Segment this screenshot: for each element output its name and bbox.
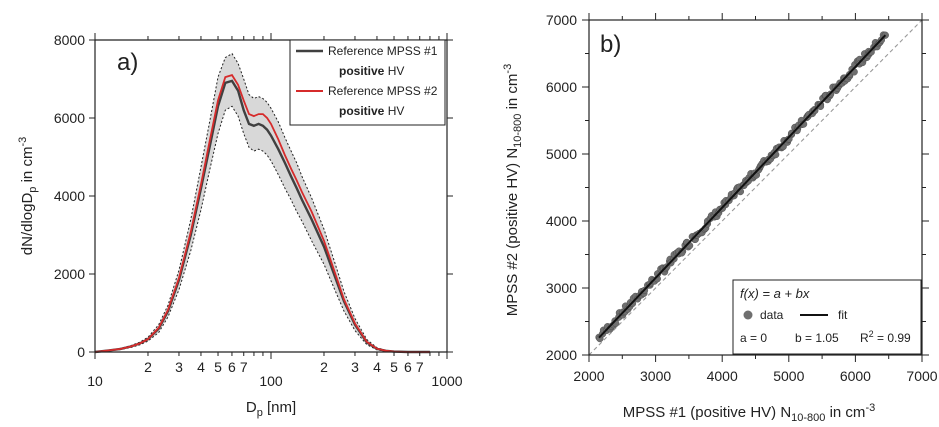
x-tick-label-a: 1000 — [431, 373, 462, 389]
legend-param-a: a = 0 — [740, 331, 767, 345]
x-tick-label-a: 7 — [240, 359, 248, 375]
legend-param-r2: R2 = 0.99 — [860, 329, 911, 345]
y-tick-label-b: 3000 — [546, 280, 577, 296]
legend-b: f(x) = a + bx data fit a = 0 b = 1.05 R2… — [732, 279, 922, 355]
x-tick-label-a: 6 — [228, 359, 236, 375]
identity-line — [588, 19, 923, 356]
legend-label-ref2-line1: Reference MPSS #2 — [328, 84, 438, 98]
panel-b: 2000 3000 4000 5000 6000 7000 2000 3000 4000 5000… — [502, 12, 938, 424]
legend-label-fit: fit — [838, 308, 848, 322]
y-tick-label-a: 2000 — [54, 266, 85, 282]
band-upper-bound — [94, 52, 430, 353]
legend-swatch-data — [743, 310, 753, 320]
x-tick-label-a: 5 — [390, 359, 398, 375]
legend-box-a — [289, 39, 446, 126]
series-line-ref2 — [94, 74, 430, 353]
x-tick-label-a: 100 — [259, 373, 283, 389]
legend-label-ref1-line1: Reference MPSS #1 — [328, 44, 438, 58]
legend-param-b: b = 1.05 — [795, 331, 839, 345]
panel-label-b: b) — [600, 31, 621, 58]
x-tick-label-b: 2000 — [573, 368, 604, 384]
legend-a: Reference MPSS #1 positive HV Reference … — [289, 39, 446, 126]
x-tick-label-a: 2 — [144, 359, 152, 375]
y-tick-label-a: 0 — [77, 344, 85, 360]
y-tick-label-b: 7000 — [546, 12, 577, 28]
x-tick-label-b: 7000 — [906, 368, 937, 384]
legend-box-b — [732, 279, 922, 355]
y-tick-label-b: 2000 — [546, 347, 577, 363]
legend-formula: f(x) = a + bx — [740, 286, 810, 301]
x-tick-label-a: 2 — [320, 359, 328, 375]
y-tick-label-a: 6000 — [54, 110, 85, 126]
y-axis-label-a: dN/dlogDp in cm-3 — [17, 137, 39, 255]
y-tick-label-b: 5000 — [546, 146, 577, 162]
x-tick-label-b: 4000 — [707, 368, 738, 384]
series-lines-layer — [94, 74, 430, 354]
legend-label-data: data — [760, 308, 784, 322]
band-lower-bound — [94, 105, 430, 353]
x-tick-label-a: 6 — [404, 359, 412, 375]
x-tick-label-a: 4 — [373, 359, 381, 375]
x-tick-label-a: 7 — [416, 359, 424, 375]
x-tick-label-b: 5000 — [773, 368, 804, 384]
y-tick-label-b: 6000 — [546, 79, 577, 95]
panel-label-a: a) — [117, 49, 138, 76]
x-tick-label-a: 3 — [175, 359, 183, 375]
legend-label-ref2-line2: positive HV — [339, 104, 404, 118]
axis-ticks-b: 2000 3000 4000 5000 6000 7000 2000 3000 4000 5000… — [546, 12, 938, 384]
x-tick-label-b: 3000 — [640, 368, 671, 384]
y-tick-label-a: 4000 — [54, 188, 85, 204]
fit-line — [598, 34, 887, 339]
y-tick-label-b: 4000 — [546, 213, 577, 229]
legend-label-ref1-line2: positive HV — [339, 64, 404, 78]
x-tick-label-a: 10 — [87, 373, 103, 389]
x-tick-label-b: 6000 — [840, 368, 871, 384]
x-tick-label-a: 4 — [197, 359, 205, 375]
x-tick-label-a: 5 — [214, 359, 222, 375]
x-axis-label-a: Dp [nm] — [246, 399, 296, 419]
x-axis-label-b: MPSS #1 (positive HV) N10-800 in cm-3 — [623, 402, 875, 424]
y-axis-label-b: MPSS #2 (positive HV) N10-800 in cm-3 — [502, 64, 524, 316]
x-tick-label-a: 3 — [351, 359, 359, 375]
y-tick-label-a: 8000 — [54, 32, 85, 48]
